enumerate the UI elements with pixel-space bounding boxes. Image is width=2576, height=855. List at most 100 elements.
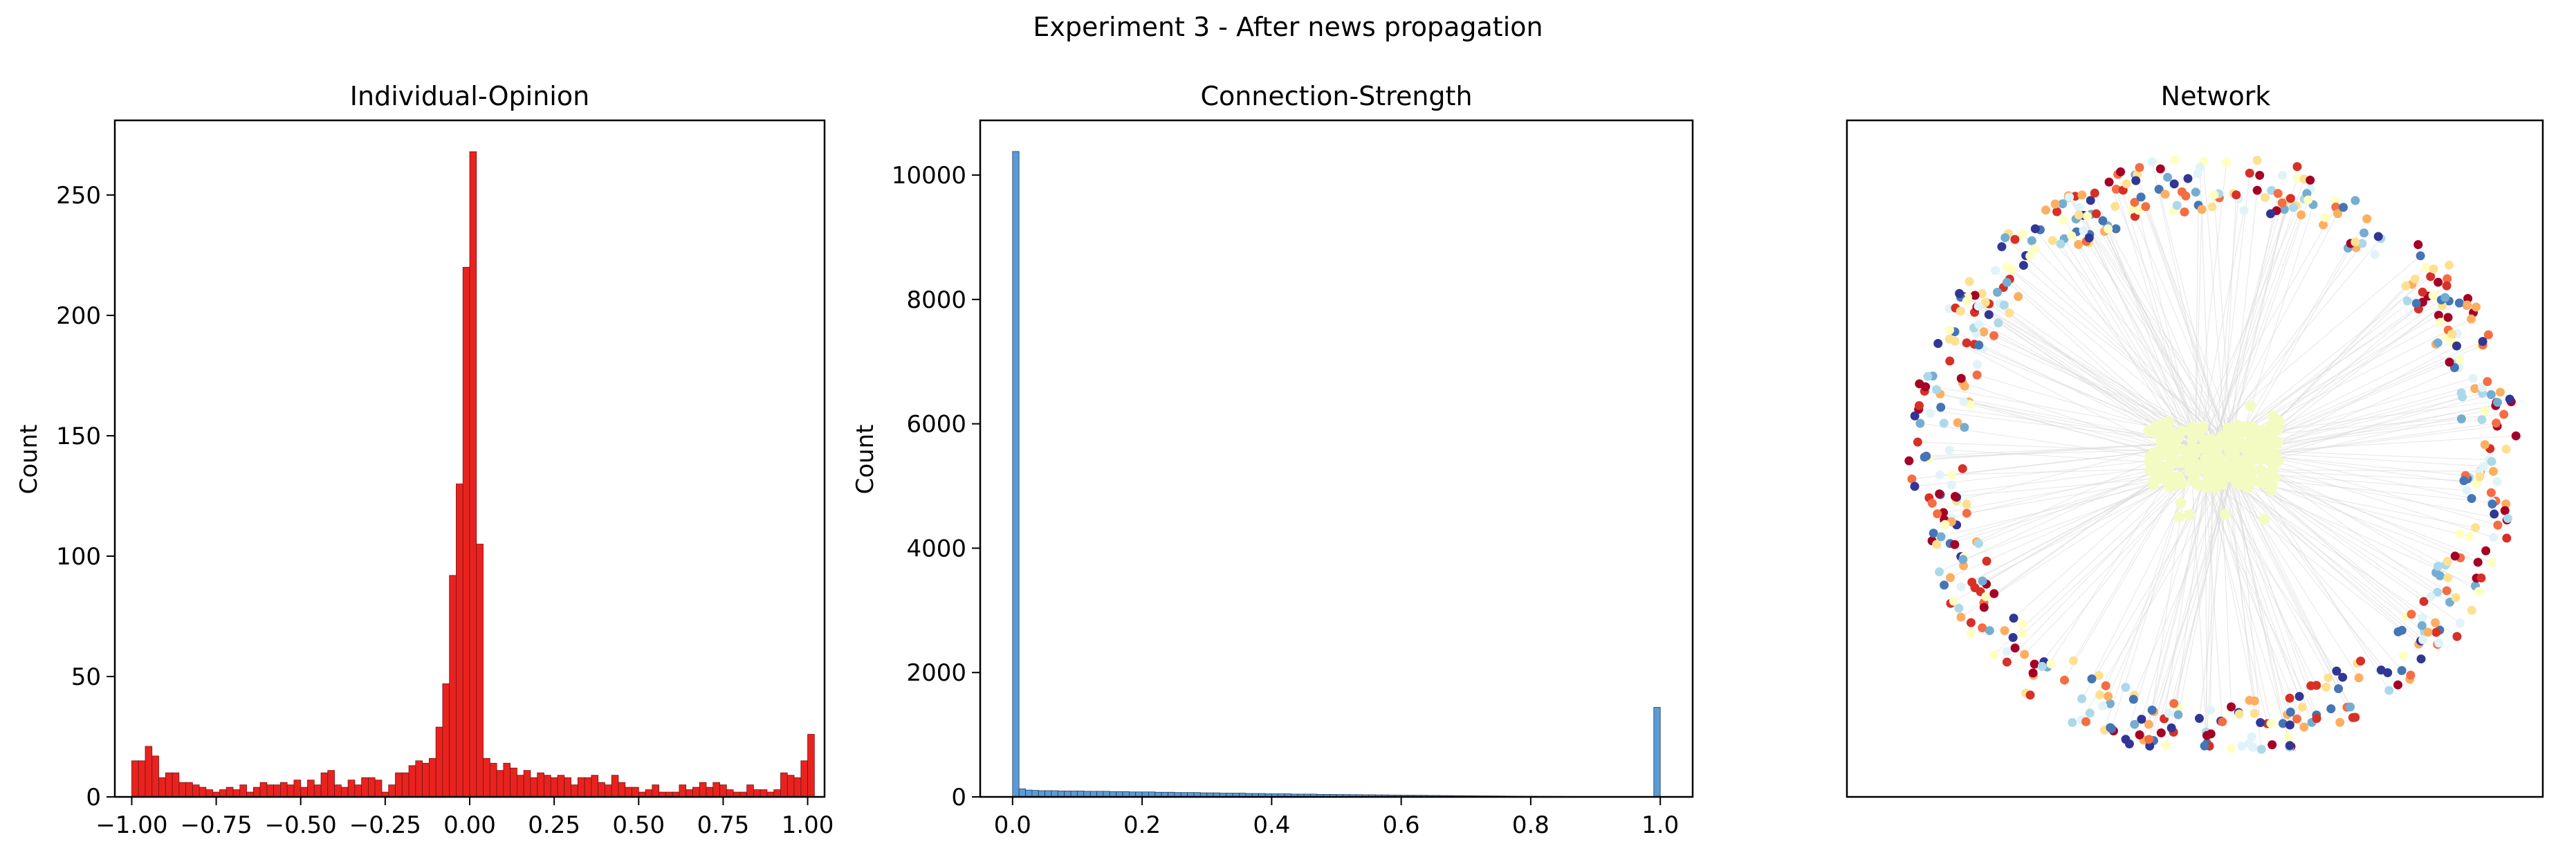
network-center-node [2219,454,2231,466]
network-node [1989,650,1999,660]
network-node [2467,605,2476,615]
opinion-bar [334,784,342,798]
network-node [2505,394,2514,404]
network-node [2181,191,2191,201]
opinion-bar [361,777,369,798]
network-node [2090,188,2099,198]
network-node [2200,741,2209,751]
opinion-bar [172,772,180,798]
network-node [2411,299,2421,309]
network-node [2104,224,2113,234]
network-edge [2140,196,2232,455]
network-edge [2212,446,2312,686]
opinion-bar [753,789,761,798]
network-node [2087,674,2097,683]
network-edge [2102,220,2206,445]
network-node [2265,209,2275,219]
network-node [2074,239,2083,249]
network-node [2234,709,2244,719]
opinion-bar [611,775,619,798]
network-edge [2032,454,2207,674]
network-node [1945,356,1955,366]
network-center-node [2153,425,2164,436]
network-center-node [2200,452,2211,464]
network-node [2306,175,2315,185]
opinion-bar [273,784,281,798]
network-center-node [2175,497,2187,509]
network-node [2321,682,2331,692]
network-node [2456,388,2466,398]
network-node [2490,509,2499,519]
network-node [2447,329,2457,339]
network-node [2105,699,2115,708]
opinion-bar [259,782,268,798]
network-node [1960,423,1969,432]
strength-bar [1057,791,1065,798]
opinion-bar [320,772,329,798]
network-node [2147,157,2157,167]
network-edge [2104,231,2218,455]
network-node [2052,207,2062,217]
network-node [2130,198,2140,208]
opinion-bar [435,726,443,798]
network-center-node [2173,511,2185,523]
network-node [2459,476,2469,486]
network-node [2273,189,2283,199]
opinion-bar [226,787,234,798]
network-node [1992,287,2002,297]
figure-suptitle: Experiment 3 - After news propagation [1033,12,1543,42]
network-node [2373,232,2383,241]
network-node [2452,341,2462,351]
network-node [2492,419,2501,428]
network-axes-frame [1846,119,2544,798]
network-node [1977,289,1987,299]
network-node [2359,228,2369,238]
network-node [1915,419,1925,428]
network-node [2222,158,2232,167]
network-center-node [2208,459,2220,470]
network-node [2180,207,2189,217]
network-node [2278,719,2288,728]
network-node [2094,671,2104,681]
network-node [2303,195,2313,205]
network-node [1950,540,1960,549]
network-node [2324,673,2333,683]
network-node [2018,619,2027,629]
opinion-bar [679,784,687,798]
network-node [1979,327,1989,337]
network-edge [1962,461,2229,560]
opinion-ytick-label: 250 [56,182,101,210]
network-node [2183,174,2193,183]
network-center-node [2247,434,2259,446]
strength-ytick-label: 2000 [906,659,966,687]
network-node [2020,650,2030,659]
network-node [2095,690,2105,700]
network-node [2037,661,2047,671]
network-center-node [2177,444,2189,456]
network-node [1935,567,1944,577]
network-edge [2219,472,2476,587]
network-node [2163,172,2173,182]
network-node [2500,506,2510,515]
network-node [2467,494,2476,504]
opinion-bar [503,762,511,798]
network-node [1923,371,1933,381]
network-node [2294,692,2304,701]
opinion-bar [786,775,795,798]
network-center-node [2231,457,2243,469]
network-node [2131,176,2141,185]
network-node [2413,240,2423,250]
network-center-node [2219,470,2231,481]
network-node [2416,654,2426,664]
opinion-bar [368,777,376,798]
network-node [2418,635,2428,645]
opinion-bar [239,784,247,798]
network-node [1960,381,1969,391]
network-node [1954,603,1964,613]
network-node [2136,192,2146,202]
network-node [1973,360,1982,369]
opinion-bar [598,782,605,798]
network-edge [2081,471,2229,720]
opinion-bar [645,789,653,798]
network-node [2277,198,2287,208]
